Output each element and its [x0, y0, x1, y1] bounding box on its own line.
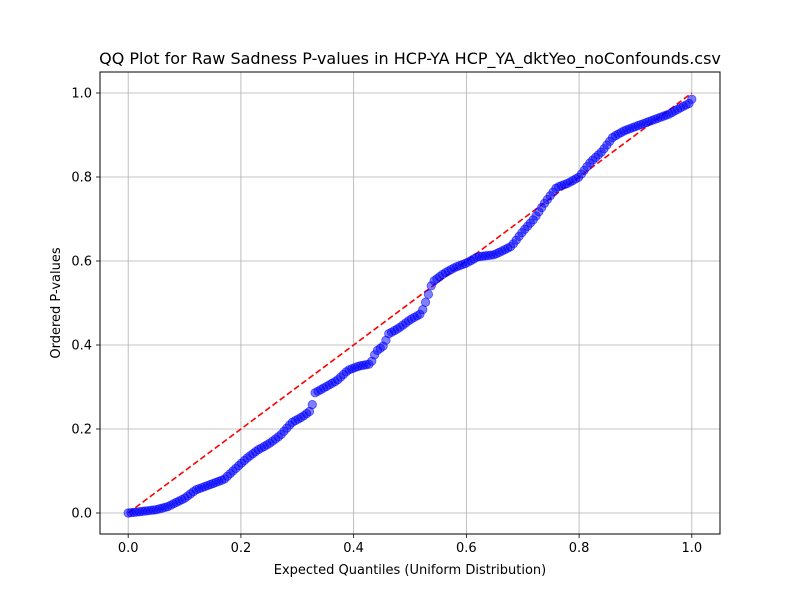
x-tick-label: 0.2 [231, 541, 252, 556]
x-tick-label: 0.4 [343, 541, 364, 556]
data-point [420, 297, 431, 307]
y-tick-label: 1.0 [71, 87, 92, 102]
reference-line [127, 92, 693, 514]
y-tick-label: 0.8 [71, 171, 92, 186]
y-tick-label: 0.0 [71, 507, 92, 522]
y-tick-label: 0.4 [71, 339, 92, 354]
data-point [423, 289, 434, 299]
plot-frame [99, 71, 721, 535]
y-axis-ticks: 0.0 0.2 0.4 0.6 0.8 1.0 [71, 87, 100, 522]
x-axis-label: Expected Quantiles (Uniform Distribution… [274, 563, 546, 578]
scatter-points [123, 94, 697, 518]
x-tick-label: 0.8 [569, 541, 590, 556]
x-tick-label: 0.6 [456, 541, 477, 556]
x-tick-label: 1.0 [681, 541, 702, 556]
grid [100, 72, 720, 534]
reference-line-group [127, 92, 693, 514]
y-axis-label: Ordered P-values [49, 247, 64, 358]
x-tick-label: 0.0 [118, 541, 139, 556]
data-point [307, 400, 317, 410]
y-tick-label: 0.2 [71, 423, 92, 438]
data-point [687, 94, 697, 104]
x-axis-ticks: 0.0 0.2 0.4 0.6 0.8 1.0 [118, 534, 702, 556]
chart-title: QQ Plot for Raw Sadness P-values in HCP-… [99, 49, 721, 69]
y-tick-label: 0.6 [71, 255, 92, 270]
